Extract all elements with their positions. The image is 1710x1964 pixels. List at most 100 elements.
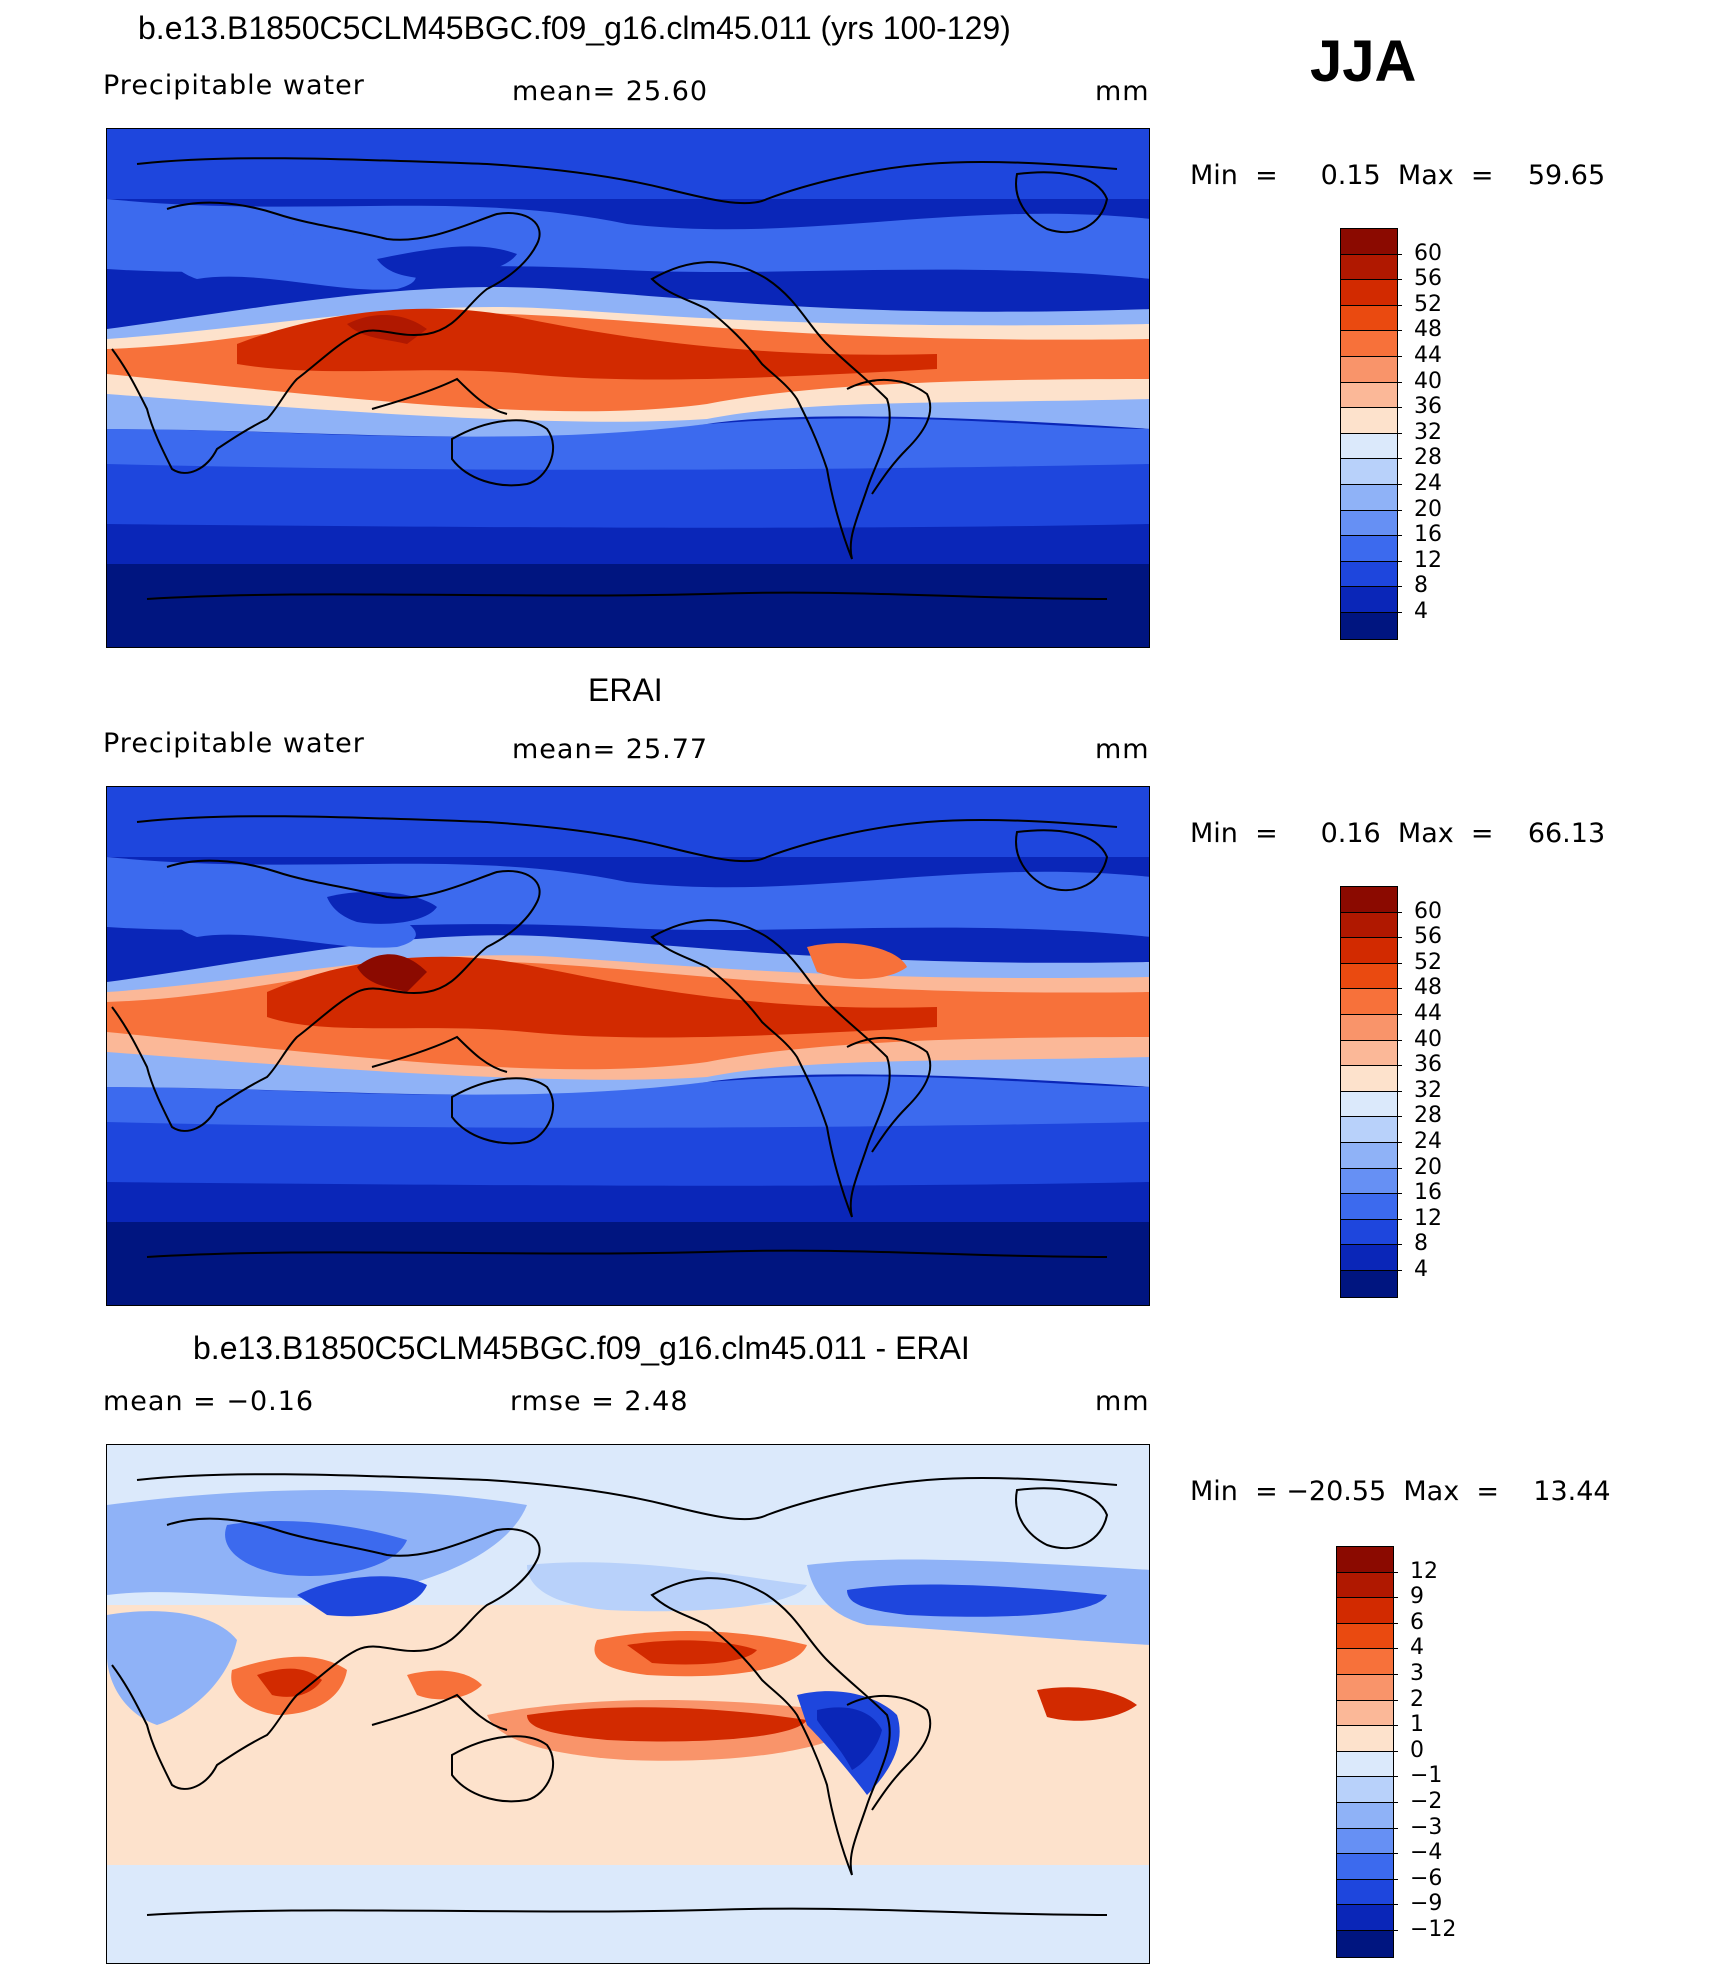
colorbar-tick xyxy=(1392,1750,1398,1752)
colorbar-label: 16 xyxy=(1414,1180,1442,1206)
colorbar-label: −2 xyxy=(1410,1789,1443,1814)
panel-2-title: ERAI xyxy=(588,672,663,708)
panel-1-colorbar-bands xyxy=(1340,228,1398,640)
colorbar-label: 52 xyxy=(1414,291,1442,317)
colorbar-band xyxy=(1337,1674,1393,1701)
panel-1-units: mm xyxy=(1095,76,1150,107)
colorbar-band xyxy=(1337,1930,1393,1957)
colorbar-label: 56 xyxy=(1414,924,1442,950)
colorbar-label: 40 xyxy=(1414,1026,1442,1052)
colorbar-tick xyxy=(1392,1674,1398,1675)
panel-1-map xyxy=(106,128,1150,648)
colorbar-band xyxy=(1341,254,1397,281)
colorbar-tick xyxy=(1392,1725,1398,1727)
colorbar-label: 2 xyxy=(1410,1686,1424,1712)
colorbar-tick xyxy=(1396,937,1402,939)
colorbar-band xyxy=(1341,1219,1397,1246)
colorbar-tick xyxy=(1396,330,1402,332)
colorbar-label: 3 xyxy=(1410,1661,1424,1686)
colorbar-band xyxy=(1341,963,1397,990)
colorbar-band xyxy=(1341,484,1397,511)
colorbar-tick xyxy=(1396,586,1402,588)
colorbar-tick xyxy=(1396,356,1402,357)
colorbar-tick xyxy=(1396,560,1402,562)
colorbar-label: 44 xyxy=(1414,1001,1442,1026)
panel-3-mean-label: mean = −0.16 xyxy=(103,1386,315,1417)
colorbar-band xyxy=(1337,1598,1393,1624)
panel-1-minmax: Min = 0.15 Max = 59.65 xyxy=(1190,160,1606,191)
panel-3-units: mm xyxy=(1095,1386,1150,1417)
colorbar-tick xyxy=(1396,1039,1402,1041)
colorbar-label: 12 xyxy=(1410,1558,1438,1584)
colorbar-band xyxy=(1341,1040,1397,1067)
panel-2-minmax: Min = 0.16 Max = 66.13 xyxy=(1190,818,1606,849)
colorbar-label: 4 xyxy=(1414,599,1428,624)
colorbar-band xyxy=(1341,356,1397,383)
colorbar-band xyxy=(1337,1905,1393,1931)
colorbar-label: 9 xyxy=(1410,1584,1424,1610)
colorbar-label: 40 xyxy=(1414,368,1442,394)
panel-2-mean-label: mean= 25.77 xyxy=(512,734,709,765)
colorbar-band xyxy=(1341,1142,1397,1169)
colorbar-tick xyxy=(1392,1827,1398,1829)
panel-3-rmse-label: rmse = 2.48 xyxy=(510,1386,689,1417)
colorbar-tick xyxy=(1396,1244,1402,1246)
colorbar-tick xyxy=(1392,1878,1398,1880)
colorbar-tick xyxy=(1396,458,1402,460)
colorbar-band xyxy=(1341,1270,1397,1297)
colorbar-band xyxy=(1341,912,1397,939)
colorbar-band xyxy=(1341,382,1397,409)
colorbar-label: 20 xyxy=(1414,496,1442,522)
colorbar-tick xyxy=(1392,1802,1398,1803)
panel-2-colorbar-bands xyxy=(1340,886,1398,1298)
colorbar-band xyxy=(1337,1623,1393,1650)
colorbar-tick xyxy=(1396,484,1402,485)
colorbar-band xyxy=(1341,510,1397,537)
colorbar-tick xyxy=(1392,1699,1398,1701)
panel-3-minmax: Min = −20.55 Max = 13.44 xyxy=(1190,1476,1611,1507)
colorbar-label: 8 xyxy=(1414,573,1428,599)
colorbar-label: 52 xyxy=(1414,949,1442,975)
colorbar-label: −3 xyxy=(1410,1814,1443,1840)
panel-3-colorbar-bands xyxy=(1336,1546,1394,1958)
panel-2-map xyxy=(106,786,1150,1306)
panel-1-variable-label: Precipitable water xyxy=(103,70,365,101)
colorbar-tick xyxy=(1396,962,1402,964)
colorbar-label: 6 xyxy=(1410,1609,1424,1635)
panel-3-map xyxy=(106,1444,1150,1964)
colorbar-label: 32 xyxy=(1414,1077,1442,1103)
colorbar-label: 32 xyxy=(1414,419,1442,445)
colorbar-band xyxy=(1341,408,1397,434)
colorbar-band xyxy=(1337,1777,1393,1803)
colorbar-label: 12 xyxy=(1414,1205,1442,1231)
colorbar-tick xyxy=(1396,432,1402,434)
colorbar-band xyxy=(1341,459,1397,485)
colorbar-label: 44 xyxy=(1414,343,1442,368)
panel-1-mean-label: mean= 25.60 xyxy=(512,76,709,107)
colorbar-label: 8 xyxy=(1414,1231,1428,1257)
colorbar-tick xyxy=(1396,1090,1402,1092)
colorbar-tick xyxy=(1392,1622,1398,1624)
colorbar-band xyxy=(1337,1572,1393,1599)
season-label: JJA xyxy=(1310,29,1417,94)
colorbar-tick xyxy=(1396,1065,1402,1067)
colorbar-band xyxy=(1337,1854,1393,1880)
colorbar-band xyxy=(1341,433,1397,460)
colorbar-label: 4 xyxy=(1410,1635,1424,1661)
colorbar-label: 28 xyxy=(1414,445,1442,471)
colorbar-band xyxy=(1337,1547,1393,1573)
colorbar-band xyxy=(1341,1194,1397,1220)
colorbar-label: −9 xyxy=(1410,1891,1443,1917)
colorbar-label: 24 xyxy=(1414,471,1442,496)
colorbar-label: 36 xyxy=(1414,394,1442,420)
colorbar-label: −4 xyxy=(1410,1840,1443,1866)
colorbar-label: 0 xyxy=(1410,1737,1424,1763)
panel-1-title: b.e13.B1850C5CLM45BGC.f09_g16.clm45.011 … xyxy=(138,10,1011,46)
colorbar-band xyxy=(1341,331,1397,357)
colorbar-band xyxy=(1337,1828,1393,1855)
colorbar-label: 1 xyxy=(1410,1712,1424,1738)
colorbar-label: 60 xyxy=(1414,240,1442,266)
colorbar-tick xyxy=(1392,1597,1398,1599)
colorbar-tick xyxy=(1396,1167,1402,1169)
colorbar-band xyxy=(1337,1879,1393,1906)
